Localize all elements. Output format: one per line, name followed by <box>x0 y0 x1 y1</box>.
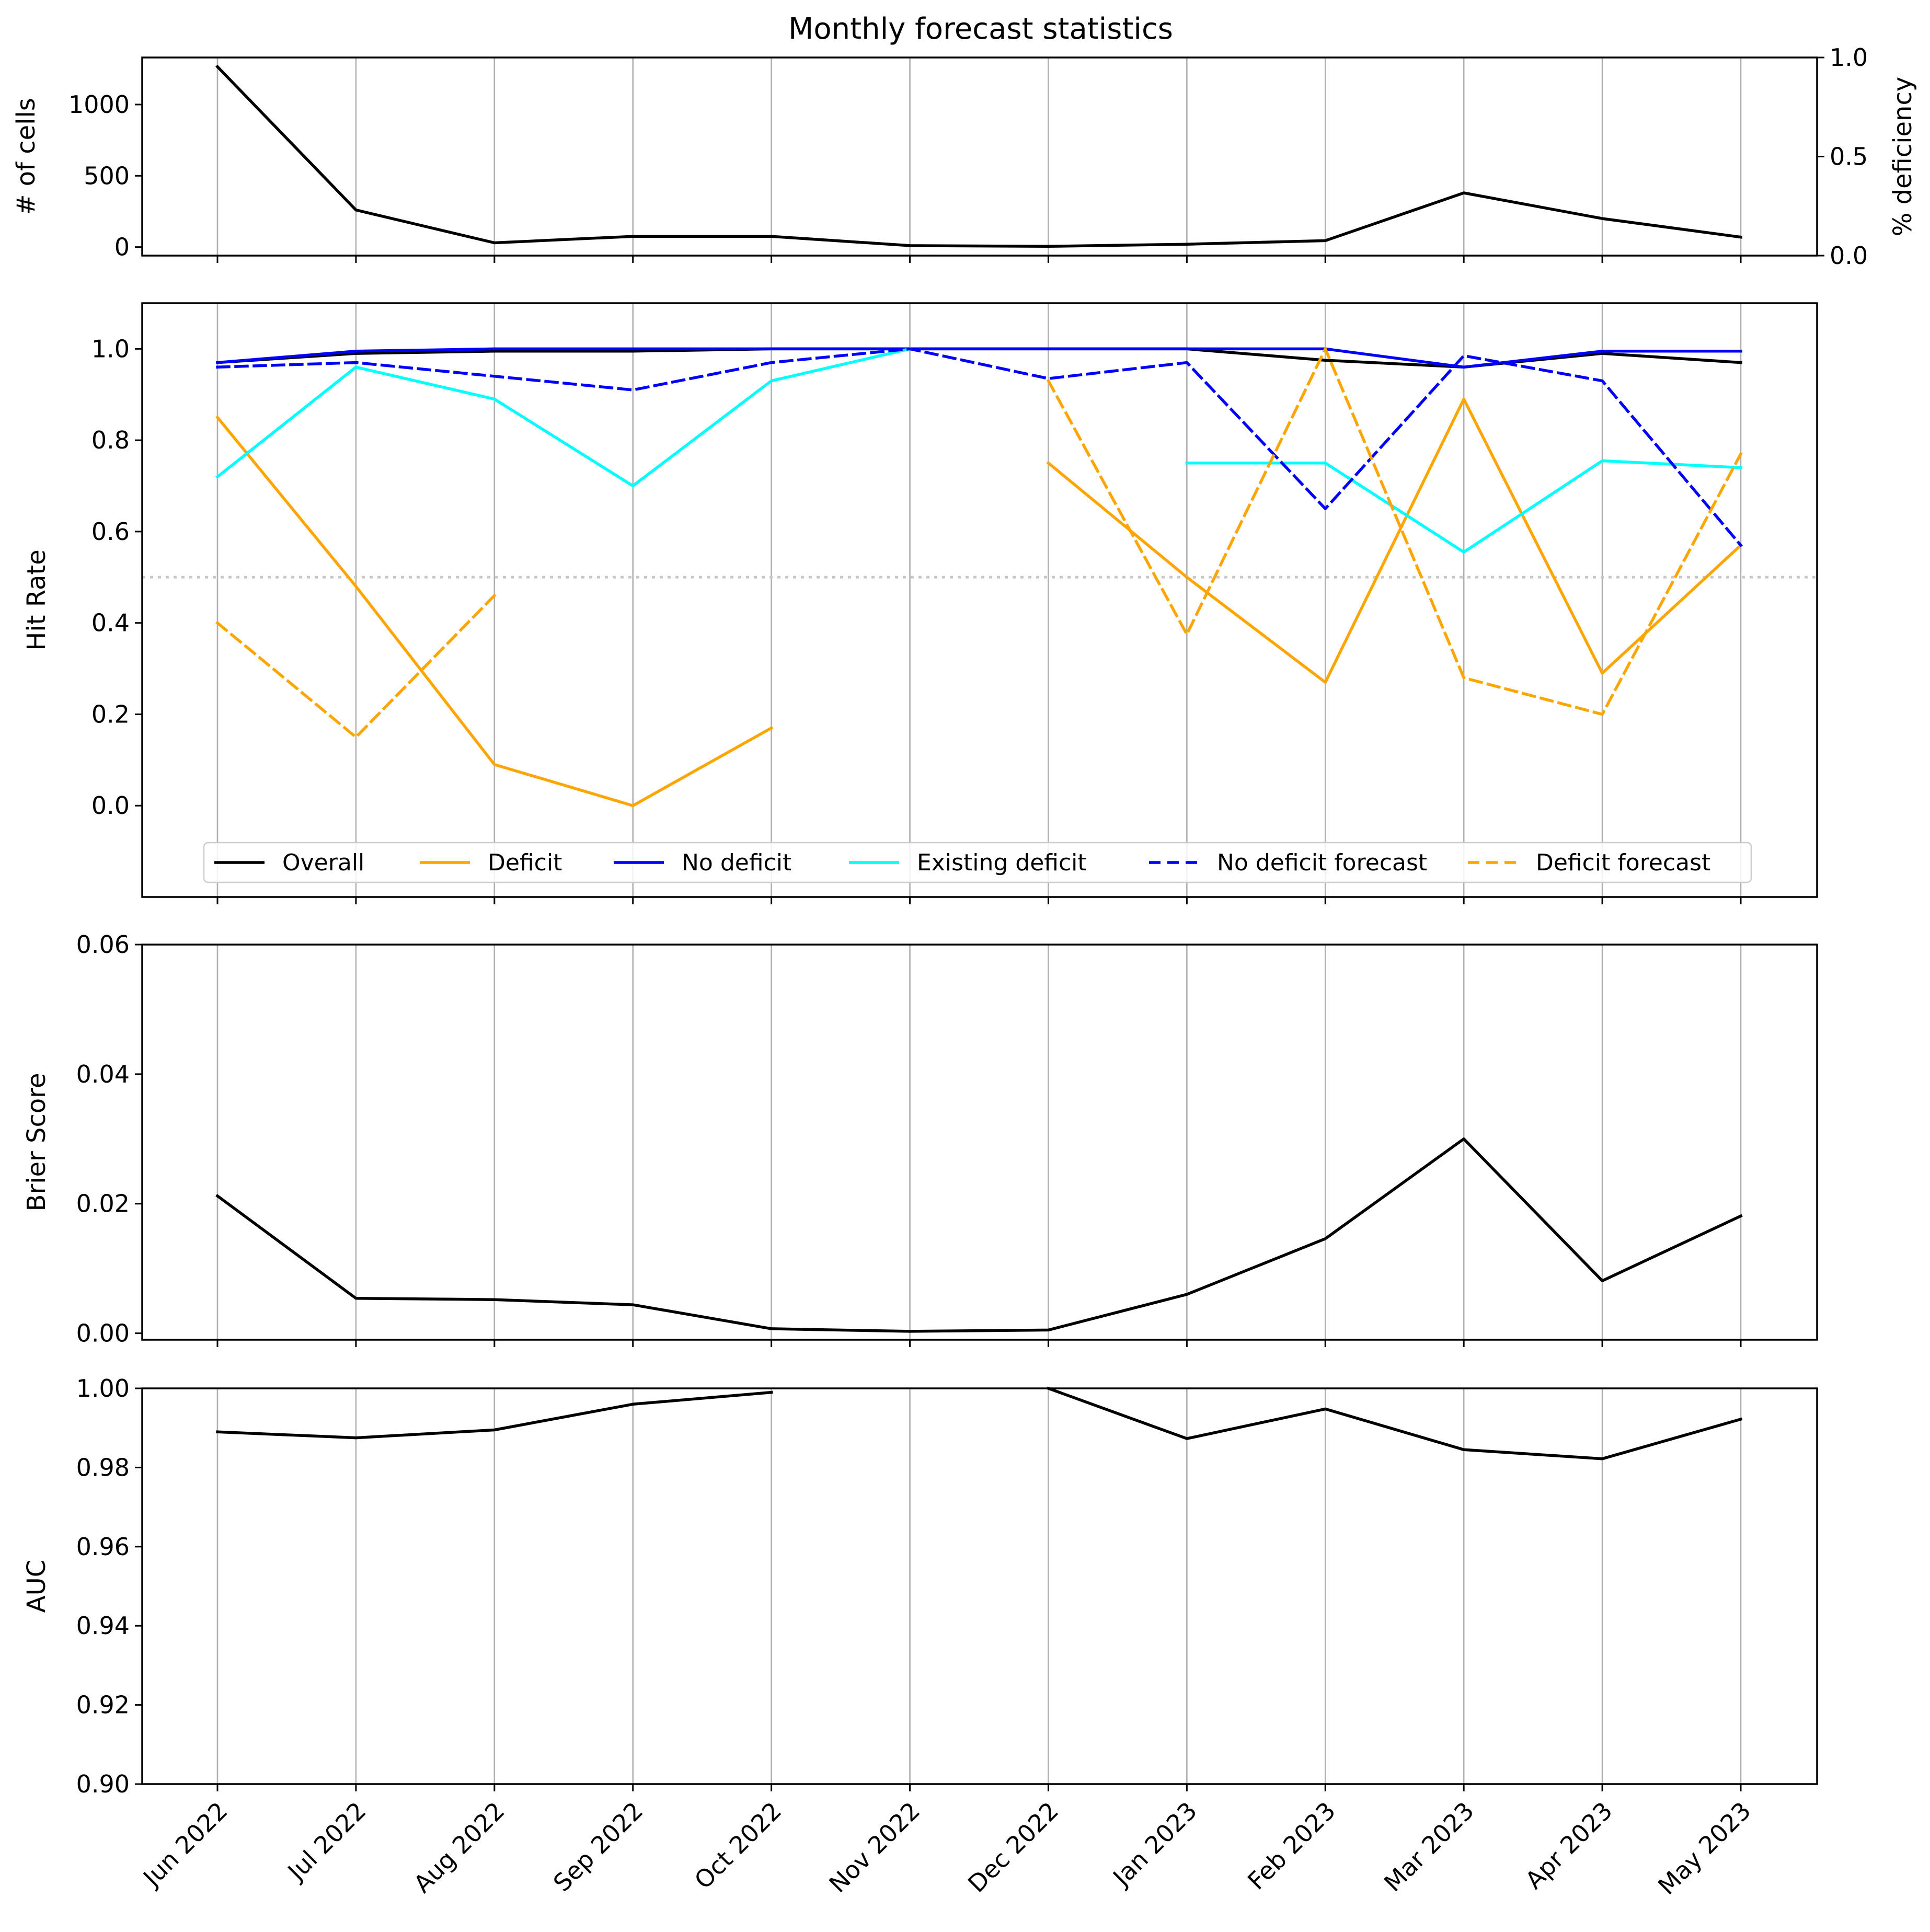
ylabel-auc: AUC <box>22 1560 51 1613</box>
axes-frame-brier <box>141 944 1818 1341</box>
ytick-label-hitrate-0: 0.0 <box>91 791 130 820</box>
ytick-label-brier-2: 0.04 <box>76 1060 130 1088</box>
ytick-label-hitrate-1: 0.2 <box>91 700 130 728</box>
legend-label-deficit-forecast: Deficit forecast <box>1536 849 1710 876</box>
ytick-label-cells-0: 0 <box>114 233 130 261</box>
legend-box <box>203 842 1752 883</box>
legend-label-no-deficit: No deficit <box>682 849 791 876</box>
ylabel-brier: Brier Score <box>22 1073 51 1212</box>
ytick-label-brier-0: 0.00 <box>76 1319 130 1348</box>
axes-frame-hitrate <box>141 302 1818 898</box>
series-line-hitrate-existing-deficit <box>215 347 1742 554</box>
ytick-label-brier-3: 0.06 <box>76 930 130 959</box>
ytick-label-hitrate-5: 1.0 <box>91 335 130 363</box>
ytick-label-hitrate-2: 0.4 <box>91 609 130 637</box>
series-line-cells-of-cells <box>215 64 1743 248</box>
chart-title: Monthly forecast statistics <box>788 12 1173 46</box>
legend-hitrate: Overall Deficit No deficit Existing deficit… <box>203 842 1752 883</box>
ylabel-hitrate: Hit Rate <box>22 549 51 651</box>
ytick-right-label-cells-1: 0.5 <box>1830 143 1868 171</box>
legend-label-existing-deficit: Existing deficit <box>917 849 1087 876</box>
series-line-auc-auc <box>216 1386 1743 1460</box>
ytick-label-auc-4: 0.98 <box>76 1453 130 1481</box>
ytick-label-auc-3: 0.96 <box>76 1533 130 1561</box>
series-line-brier-brier-score <box>215 1137 1743 1333</box>
ylabel-right-cells: % deficiency <box>1888 77 1917 237</box>
ytick-label-auc-5: 1.00 <box>76 1374 130 1402</box>
ytick-right-label-cells-2: 1.0 <box>1830 43 1868 72</box>
panel-brier: 0.00 0.02 0.04 0.06 Brier Score <box>22 930 1818 1348</box>
legend-label-deficit: Deficit <box>488 849 562 876</box>
ytick-right-label-cells-0: 0.0 <box>1830 242 1868 270</box>
series-line-hitrate-no-deficit <box>216 347 1742 369</box>
panel-hitrate: 0.0 0.2 0.4 0.6 0.8 1.0 Hit Rate Overall Deficit… <box>22 302 1818 904</box>
ytick-label-auc-2: 0.94 <box>76 1612 130 1640</box>
ytick-label-brier-1: 0.02 <box>76 1190 130 1218</box>
panel-cells: 0 500 1000 # of cells 0.0 0.5 1.0 % deficiency <box>12 43 1917 270</box>
axes-frame-auc <box>141 1387 1818 1785</box>
legend-label-no-deficit-forecast: No deficit forecast <box>1217 849 1427 876</box>
ytick-label-hitrate-3: 0.6 <box>91 518 130 546</box>
ytick-label-auc-1: 0.92 <box>76 1691 130 1719</box>
ytick-label-auc-0: 0.90 <box>76 1770 130 1798</box>
series-line-hitrate-no-deficit-forecast <box>216 347 1743 547</box>
series-line-hitrate-deficit <box>215 397 1743 807</box>
legend-label-overall: Overall <box>282 849 364 876</box>
ytick-label-cells-2: 1000 <box>68 90 130 119</box>
ylabel-cells: # of cells <box>12 98 41 215</box>
ytick-label-hitrate-4: 0.8 <box>91 426 130 454</box>
series-line-hitrate-deficit-forecast <box>215 347 1743 739</box>
ytick-label-cells-1: 500 <box>84 162 130 190</box>
